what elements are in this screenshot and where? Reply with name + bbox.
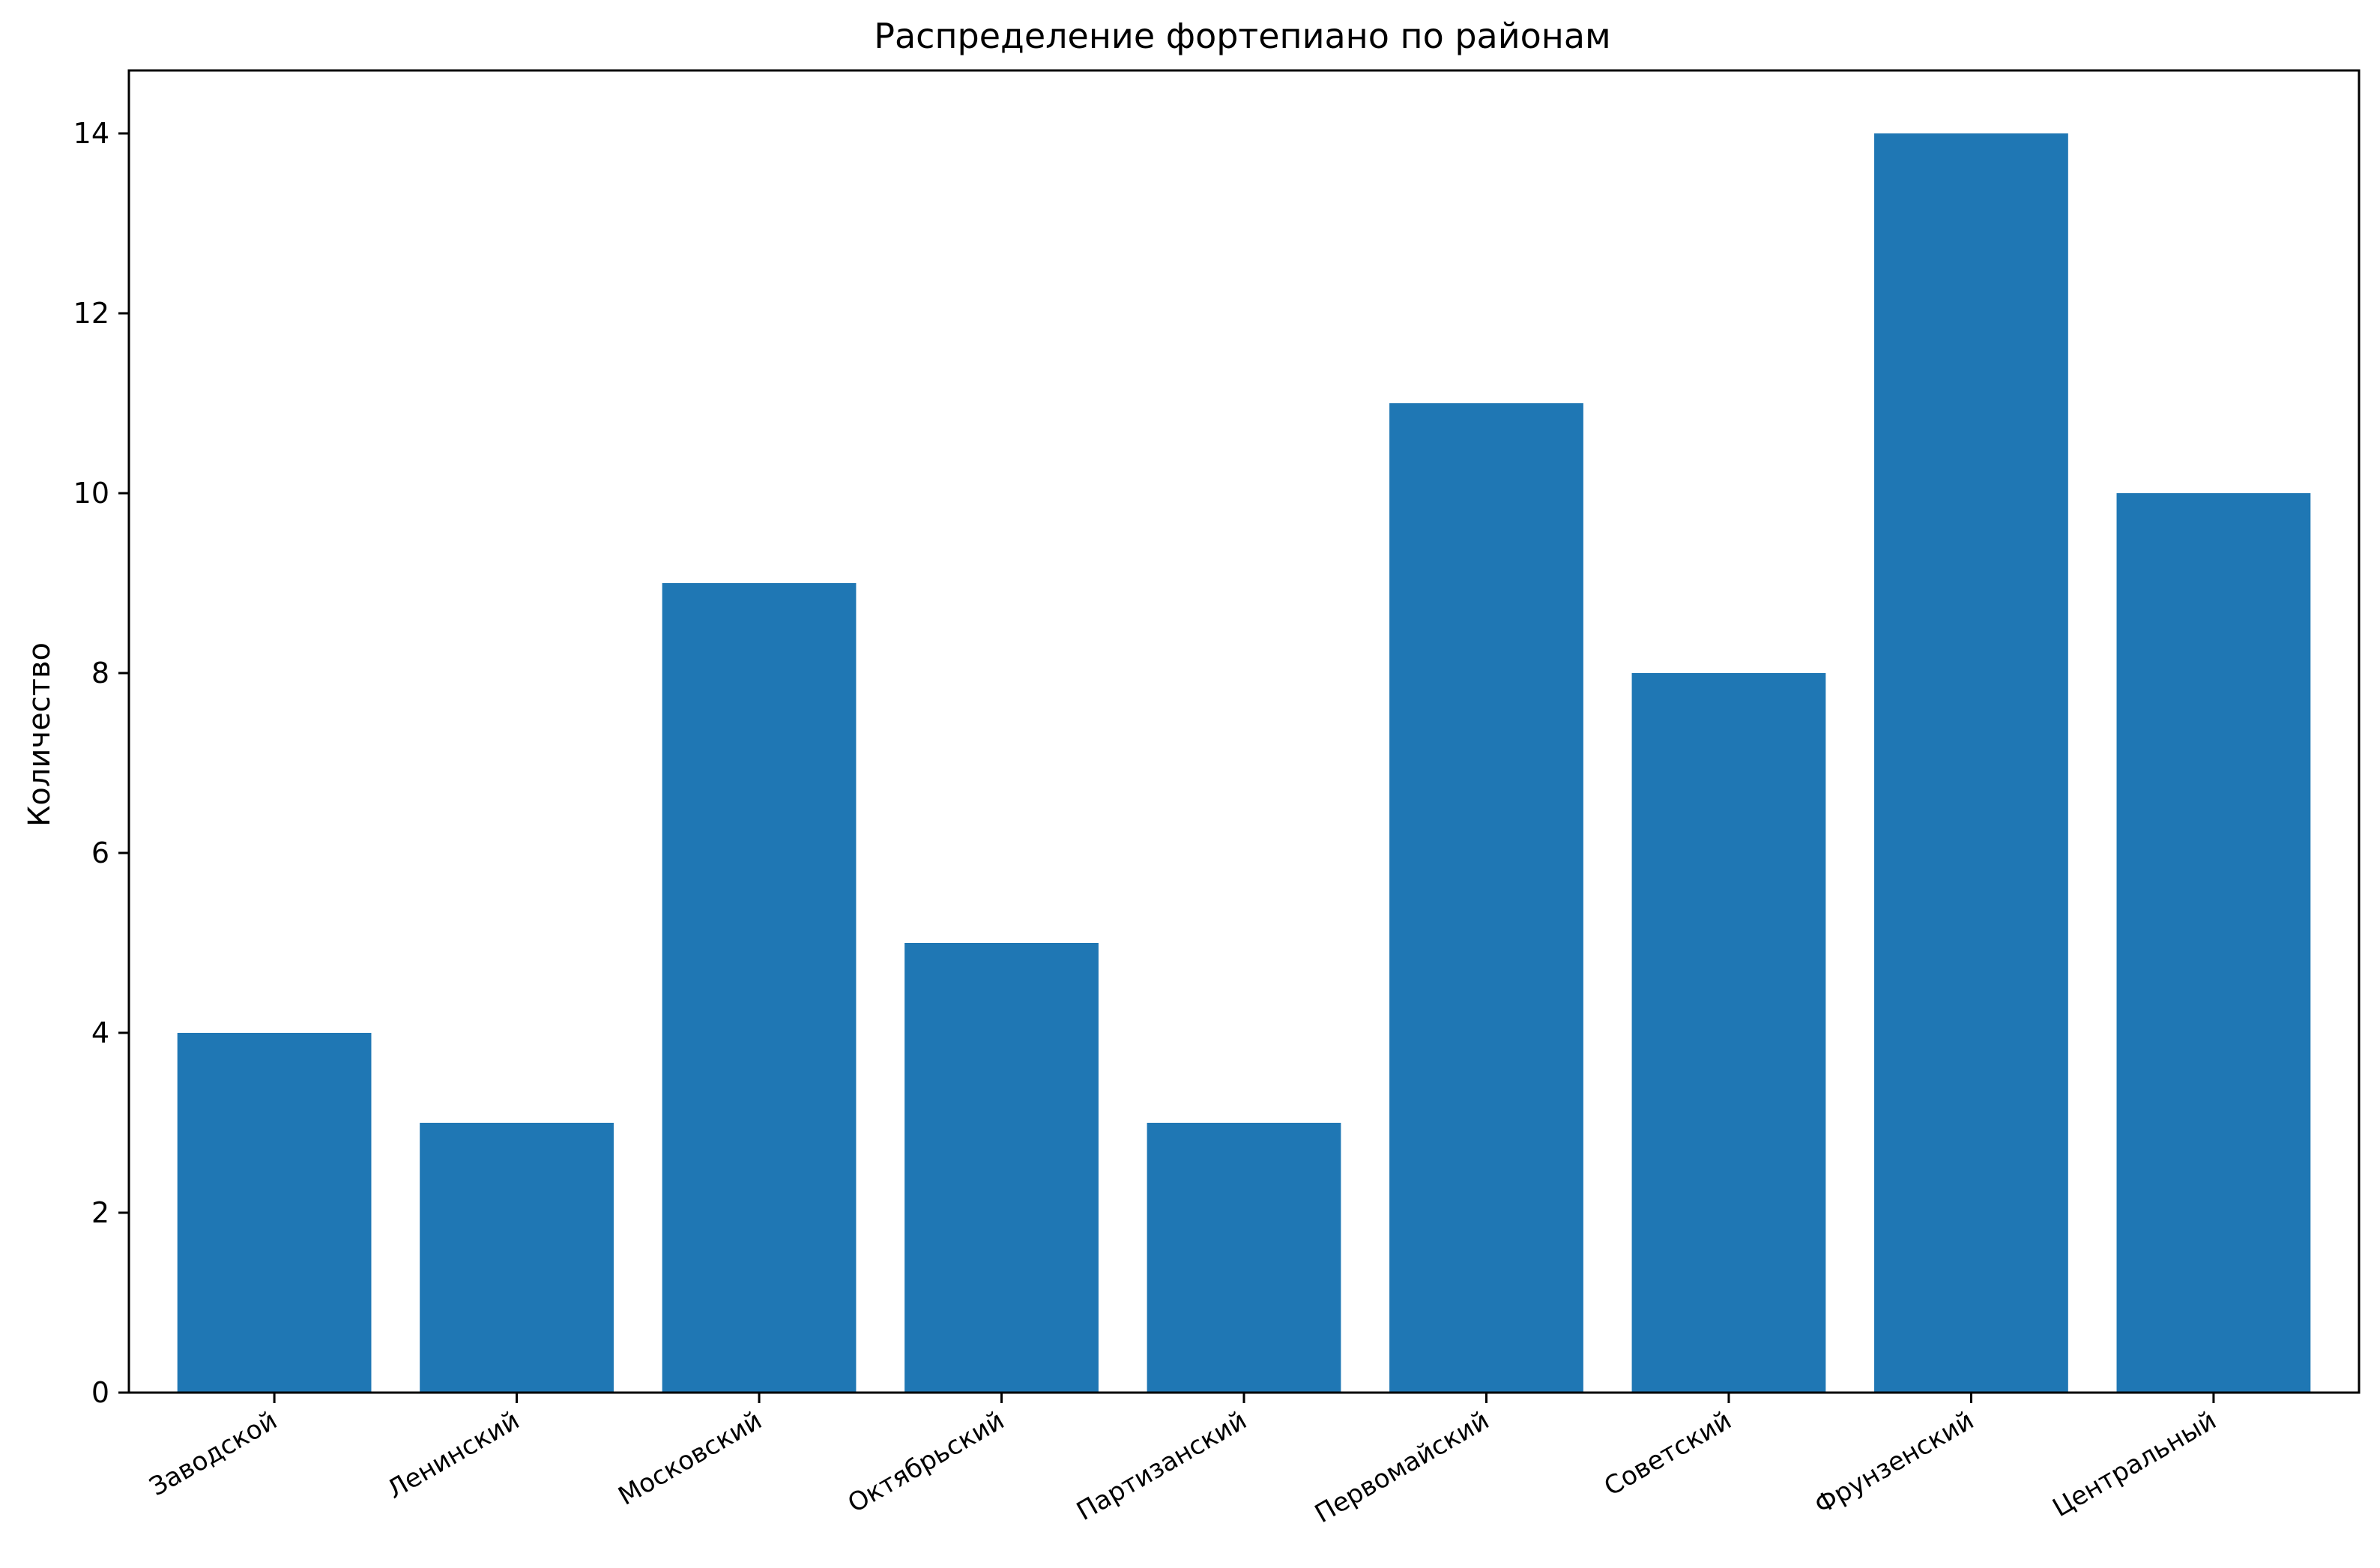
y-tick-label: 14 xyxy=(73,117,109,150)
bar-4 xyxy=(904,943,1099,1393)
bar-7 xyxy=(1631,673,1826,1393)
bar-5 xyxy=(1147,1123,1341,1393)
y-tick-label: 2 xyxy=(91,1196,109,1229)
y-tick-label: 10 xyxy=(73,477,109,510)
x-tick-label: Московский xyxy=(614,1405,767,1511)
y-axis: 0 2 4 6 8 10 12 14 xyxy=(73,117,129,1409)
x-tick-label: Советский xyxy=(1599,1405,1736,1502)
x-tick-label: Заводской xyxy=(145,1405,283,1502)
bar-3 xyxy=(662,583,857,1393)
x-tick-label: Фрунзенский xyxy=(1810,1405,1979,1521)
x-tick-label: Центральный xyxy=(2047,1405,2221,1523)
bar-9 xyxy=(2116,493,2311,1393)
y-tick-label: 6 xyxy=(91,836,109,869)
y-tick-label: 8 xyxy=(91,657,109,690)
bar-2 xyxy=(420,1123,614,1393)
bar-1 xyxy=(177,1033,372,1393)
bar-8 xyxy=(1874,133,2068,1393)
chart-title: Распределение фортепиано по районам xyxy=(874,16,1611,56)
y-tick-label: 12 xyxy=(73,297,109,330)
x-tick-label: Октябрьский xyxy=(843,1405,1009,1519)
y-axis-label: Количество xyxy=(22,642,57,827)
bar-6 xyxy=(1389,403,1583,1393)
x-tick-label: Партизанский xyxy=(1072,1405,1251,1527)
x-tick-label: Первомайский xyxy=(1310,1405,1494,1529)
x-axis: Заводской Ленинский Московский Октябрьский П… xyxy=(145,1393,2221,1529)
y-tick-label: 0 xyxy=(91,1376,109,1409)
bars-group xyxy=(177,133,2311,1393)
x-tick-label: Ленинский xyxy=(382,1405,525,1505)
plot-frame xyxy=(127,69,2361,1394)
y-tick-label: 4 xyxy=(91,1016,109,1049)
